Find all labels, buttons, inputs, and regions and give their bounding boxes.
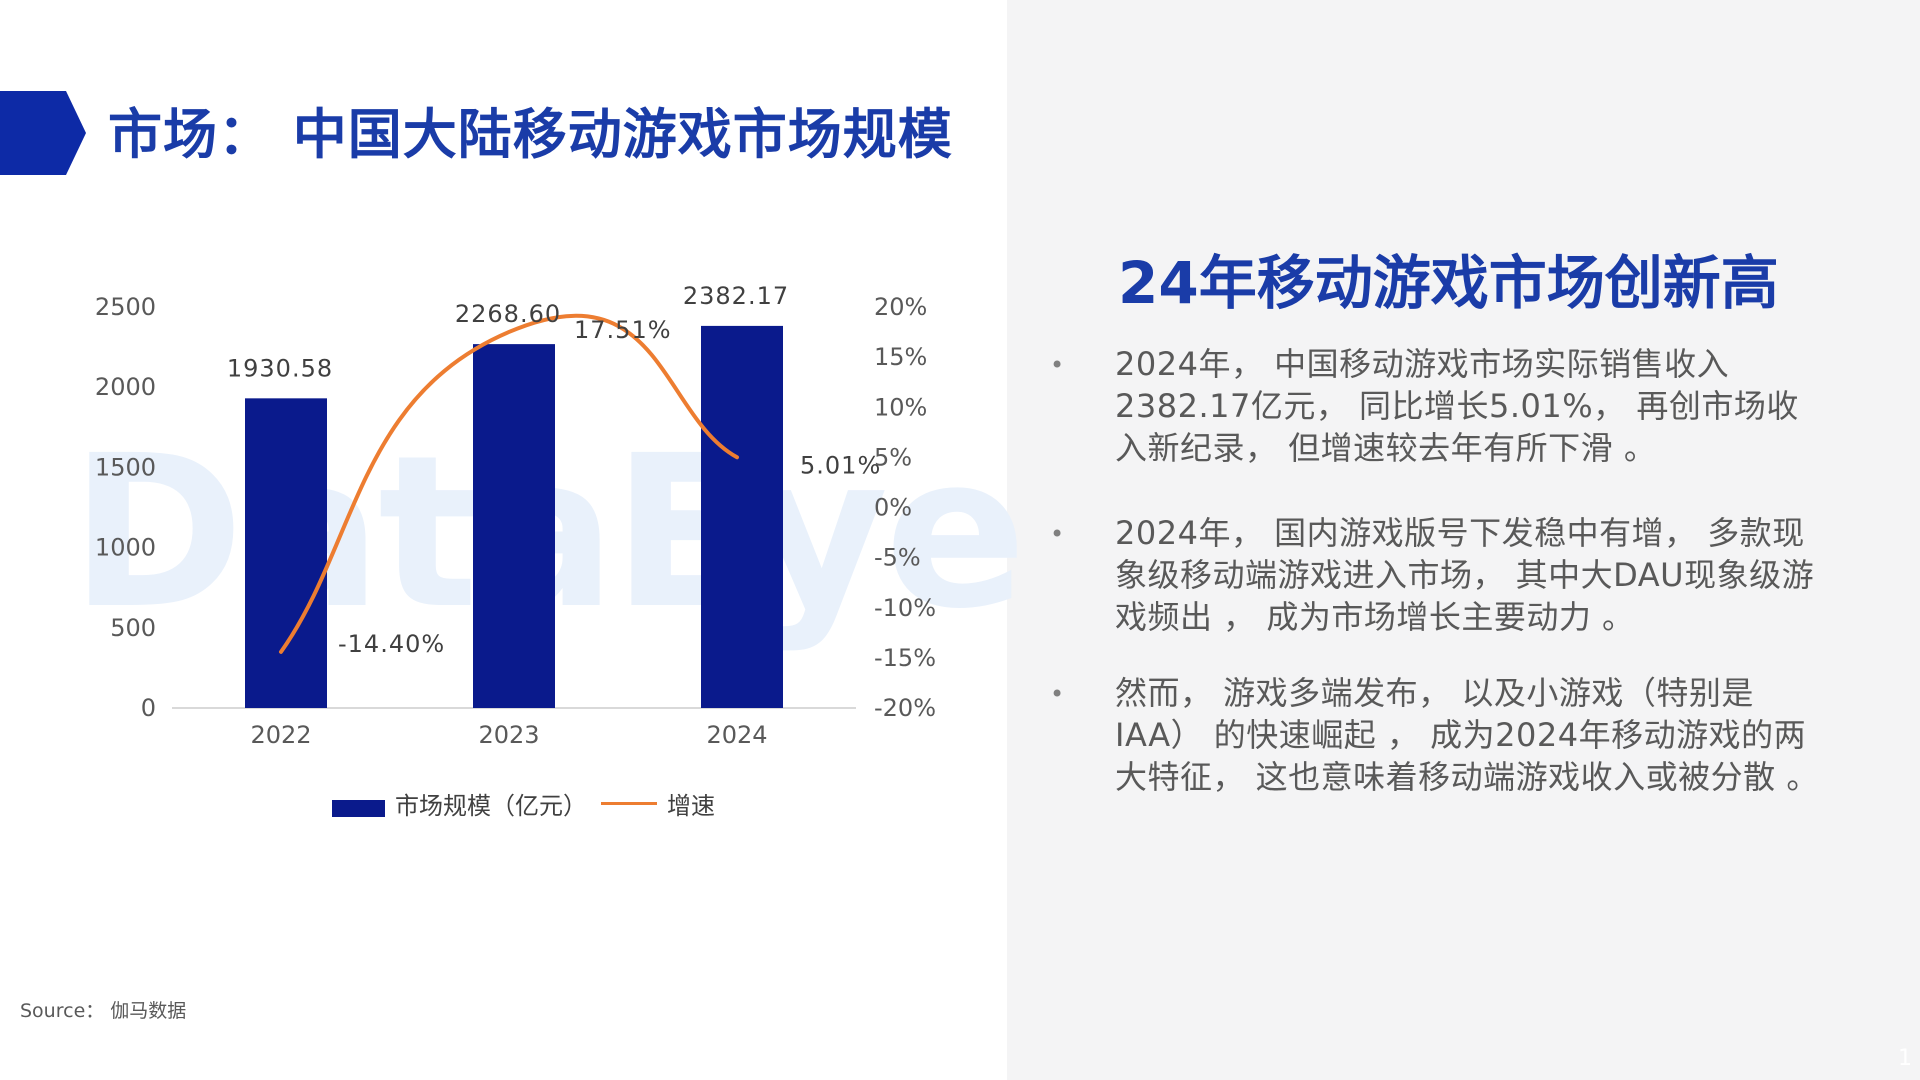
bar-2022 [245, 398, 327, 708]
bar-2023 [473, 344, 555, 708]
bullet-list: • 2024年， 中国移动游戏市场实际销售收入2382.17亿元， 同比增长5.… [1050, 343, 1830, 798]
axis-layer: 0 500 1000 1500 2000 2500 -20% -15% -10% -5% 0% 5% 1… [95, 293, 936, 749]
x-tick-label: 2022 [250, 721, 311, 749]
bar-2024 [701, 325, 783, 708]
bullet-item: • 2024年， 中国移动游戏市场实际销售收入2382.17亿元， 同比增长5.… [1050, 343, 1830, 469]
y-right-tick-label: 10% [874, 393, 927, 421]
right-headline: 24年移动游戏市场创新高 [1118, 249, 1779, 317]
y-right-tick-label: 15% [874, 343, 927, 371]
y-right-tick-label: -20% [874, 694, 936, 722]
bullet-dot: • [1050, 520, 1065, 548]
y-right-tick-label: -5% [874, 544, 921, 572]
bar-value-label: 1930.58 [227, 354, 333, 382]
y-right-tick-label: 0% [874, 494, 912, 522]
bullet-dot: • [1050, 351, 1065, 379]
growth-line-layer [279, 313, 739, 654]
page-title: 市场： 中国大陆移动游戏市场规模 [108, 103, 953, 166]
y-right-tick-label: -15% [874, 644, 936, 672]
y-left-tick-label: 2500 [95, 293, 156, 321]
bar-value-label: 2268.60 [455, 300, 561, 328]
legend-label-market-size: 市场规模（亿元） [395, 791, 587, 820]
y-right-tick-label: 5% [874, 443, 912, 471]
y-left-tick-label: 0 [141, 694, 156, 722]
right-panel [1007, 0, 1920, 1080]
y-left-tick-label: 2000 [95, 373, 156, 401]
y-left-tick-label: 1000 [95, 534, 156, 562]
legend-swatch-line [601, 801, 657, 805]
legend-swatch-bar [332, 799, 385, 817]
source-note: Source： 伽马数据 [20, 1000, 187, 1022]
market-size-chart: 1930.582268.602382.17-14.40%17.51%5.01% … [95, 282, 936, 749]
bullet-item: • 然而， 游戏多端发布， 以及小游戏（特别是IAA） 的快速崛起 ， 成为20… [1050, 672, 1830, 798]
chart-legend: 市场规模（亿元） 增速 [332, 786, 715, 820]
x-tick-label: 2024 [706, 721, 767, 749]
bars-layer [245, 325, 783, 708]
labels-layer: 1930.58 2268.60 2382.17 -14.40% 17.51% 5.01% [227, 282, 881, 658]
y-right-tick-label: -10% [874, 594, 936, 622]
bullet-text: 2024年， 中国移动游戏市场实际销售收入2382.17亿元， 同比增长5.01… [1115, 345, 1799, 467]
growth-value-label: 17.51% [574, 316, 672, 344]
title-accent-tab [0, 91, 86, 175]
page-number: 1 [1898, 1046, 1912, 1071]
bar-value-label: 2382.17 [683, 282, 789, 310]
x-tick-label: 2023 [478, 721, 539, 749]
bullet-dot: • [1050, 680, 1065, 708]
bullet-text: 2024年， 国内游戏版号下发稳中有增， 多款现象级移动端游戏进入市场， 其中大… [1115, 514, 1815, 636]
bullet-text: 然而， 游戏多端发布， 以及小游戏（特别是IAA） 的快速崛起 ， 成为2024… [1115, 674, 1819, 796]
y-right-tick-label: 20% [874, 293, 927, 321]
growth-value-label: 5.01% [800, 451, 881, 479]
y-left-tick-label: 1500 [95, 453, 156, 481]
y-left-tick-label: 500 [110, 614, 156, 642]
legend-label-growth: 增速 [667, 791, 715, 820]
growth-line [279, 313, 739, 654]
growth-value-label: -14.40% [338, 630, 445, 658]
bullet-item: • 2024年， 国内游戏版号下发稳中有增， 多款现象级移动端游戏进入市场， 其… [1050, 512, 1830, 638]
